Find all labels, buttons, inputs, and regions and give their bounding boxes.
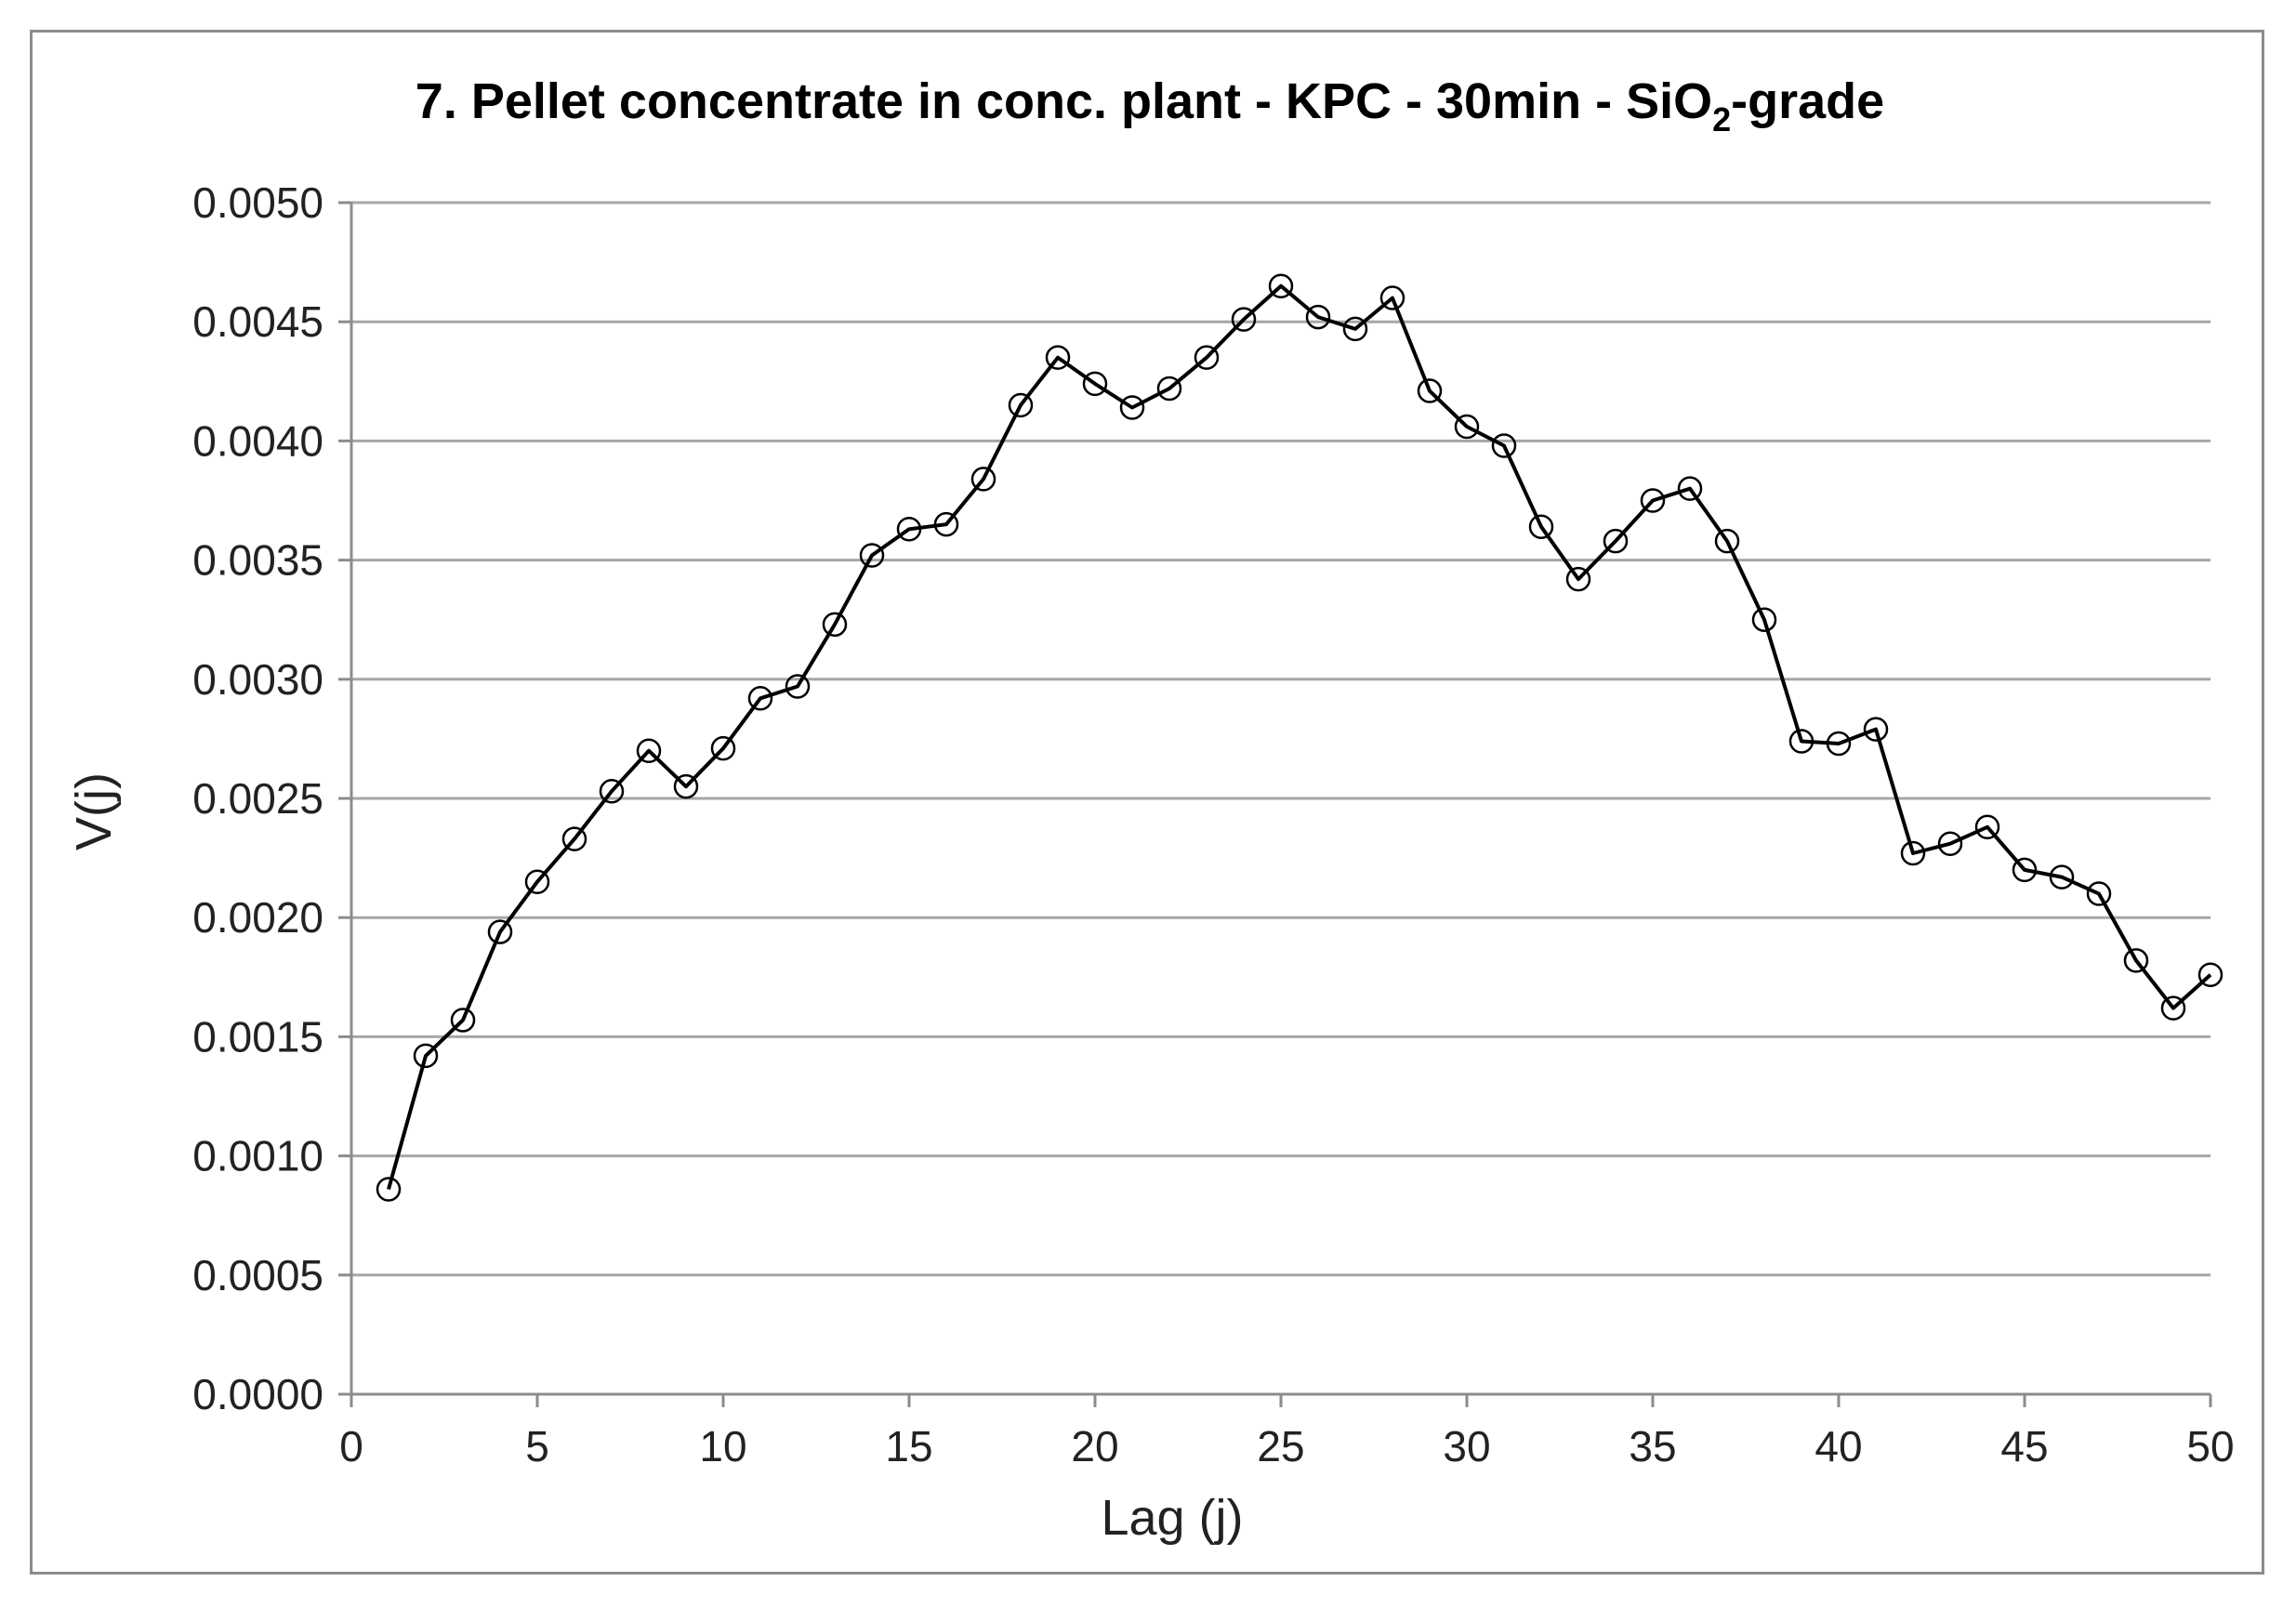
data-point	[1156, 376, 1182, 402]
x-tick-label: 15	[885, 1422, 932, 1470]
data-point	[1008, 392, 1034, 418]
data-point	[1603, 528, 1629, 554]
data-point	[2123, 948, 2149, 973]
data-point	[1937, 831, 1963, 856]
data-point	[1863, 717, 1889, 742]
data-point	[1714, 528, 1740, 554]
data-point	[1788, 729, 1814, 754]
data-point	[1379, 285, 1405, 310]
data-point	[636, 738, 662, 763]
y-tick-label: 0.0040	[192, 416, 323, 465]
data-point	[1454, 414, 1480, 440]
chart-title: 7. Pellet concentrate in conc. plant - K…	[416, 73, 1884, 138]
data-point	[413, 1043, 439, 1069]
chart-title-suffix: -grade	[1731, 73, 1884, 129]
data-point	[747, 686, 773, 711]
x-tick-label: 40	[1814, 1422, 1862, 1470]
data-series	[376, 273, 2223, 1202]
x-tick-label: 45	[2000, 1422, 2048, 1470]
data-point	[1751, 607, 1777, 632]
data-point	[1082, 371, 1108, 397]
data-point	[1045, 345, 1071, 370]
chart-frame: 7. Pellet concentrate in conc. plant - K…	[30, 30, 2264, 1575]
y-tick-label: 0.0015	[192, 1012, 323, 1061]
data-point	[1677, 476, 1703, 501]
data-point	[673, 773, 699, 799]
data-point	[2049, 864, 2075, 890]
y-axis-label: V(j)	[66, 772, 122, 850]
data-point	[376, 1177, 402, 1202]
x-tick-label: 30	[1443, 1422, 1490, 1470]
y-tick-label: 0.0030	[192, 655, 323, 704]
data-point	[561, 826, 587, 851]
data-point	[1342, 316, 1368, 342]
y-tick-label: 0.0010	[192, 1132, 323, 1180]
data-point	[1194, 345, 1220, 370]
y-tick-label: 0.0005	[192, 1251, 323, 1299]
data-point	[1268, 273, 1294, 298]
x-tick-labels: 0 5 10 15 20 25 30 35 40 45 50	[339, 1422, 2234, 1470]
data-point	[1491, 433, 1517, 458]
y-tick-labels: 0.0000 0.0005 0.0010 0.0015 0.0020 0.0025 0.00…	[192, 178, 323, 1418]
data-point	[1974, 814, 2000, 840]
y-tick-label: 0.0000	[192, 1370, 323, 1418]
data-point	[1900, 840, 1926, 866]
data-point	[970, 467, 996, 492]
data-point	[2160, 995, 2186, 1021]
data-point	[785, 674, 811, 699]
data-point	[1565, 566, 1591, 592]
data-point	[487, 919, 513, 944]
data-point	[1231, 307, 1257, 332]
gridlines	[351, 201, 2210, 1277]
x-tick-label: 25	[1257, 1422, 1304, 1470]
data-point	[822, 612, 848, 638]
y-tick-label: 0.0025	[192, 774, 323, 823]
data-point	[1305, 304, 1331, 330]
data-point	[1528, 514, 1554, 539]
data-point	[450, 1008, 476, 1033]
data-point	[1640, 488, 1666, 513]
y-tick-label: 0.0050	[192, 178, 323, 227]
data-point	[1417, 378, 1443, 403]
chart-title-subscript: 2	[1712, 100, 1731, 138]
y-tick-label: 0.0035	[192, 536, 323, 585]
x-tick-label: 10	[699, 1422, 746, 1470]
data-point	[2086, 881, 2112, 906]
data-point	[2012, 857, 2038, 883]
series-line	[387, 283, 2212, 1191]
data-point	[2197, 962, 2223, 987]
x-axis-label: Lag (j)	[1101, 1490, 1243, 1546]
x-tick-label: 5	[525, 1422, 549, 1470]
chart-svg: 7. Pellet concentrate in conc. plant - K…	[66, 73, 2235, 1546]
x-tick-label: 0	[339, 1422, 363, 1470]
data-point	[1119, 395, 1145, 420]
axes	[338, 201, 2212, 1407]
data-point	[599, 779, 625, 804]
data-point	[524, 869, 550, 894]
x-tick-label: 35	[1629, 1422, 1676, 1470]
y-tick-label: 0.0020	[192, 893, 323, 942]
x-tick-label: 50	[2186, 1422, 2234, 1470]
data-point	[933, 511, 959, 537]
data-point	[1826, 731, 1852, 757]
data-point	[896, 517, 922, 542]
y-tick-label: 0.0045	[192, 297, 323, 346]
data-point	[710, 735, 736, 761]
data-point	[859, 543, 885, 568]
x-tick-label: 20	[1071, 1422, 1118, 1470]
